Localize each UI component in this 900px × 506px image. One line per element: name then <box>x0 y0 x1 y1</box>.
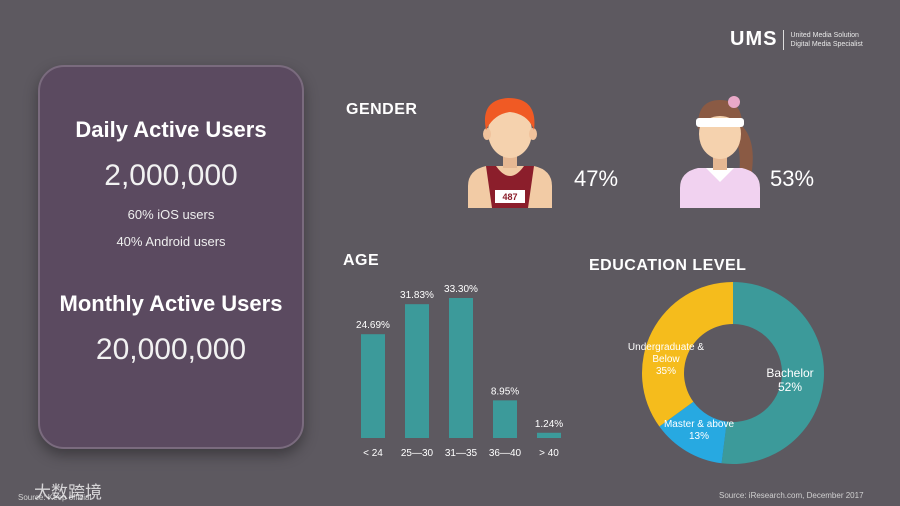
age-bar <box>405 304 429 438</box>
monthly-active-users-title: Monthly Active Users <box>59 291 283 316</box>
age-category-label: > 40 <box>539 448 559 459</box>
logo-line-2: Digital Media Specialist <box>790 40 863 48</box>
ums-logo: UMS United Media Solution Digital Media … <box>730 28 863 51</box>
android-share: 40% Android users <box>116 234 226 249</box>
logo-tagline: United Media Solution Digital Media Spec… <box>790 31 862 49</box>
active-users-card: Daily Active Users 2,000,000 60% iOS use… <box>38 65 304 449</box>
source-credit: Source: iResearch.com, December 2017 <box>719 491 864 500</box>
daily-active-users-title: Daily Active Users <box>75 117 267 142</box>
age-bar <box>537 432 561 438</box>
age-category-label: 31—35 <box>445 448 478 459</box>
logo-divider <box>783 29 785 50</box>
education-slice-name: Bachelor <box>766 366 813 380</box>
age-title: AGE <box>343 252 380 269</box>
ios-share: 60% iOS users <box>127 207 215 222</box>
gender-title: GENDER <box>346 101 418 118</box>
age-bar-chart: 24.69% < 24 31.83% 25—30 33.30% 31—35 8.95% 36—… <box>356 284 563 459</box>
education-slice-percent: 52% <box>778 380 802 394</box>
daily-active-users-value: 2,000,000 <box>104 159 238 192</box>
logo-line-1: United Media Solution <box>790 31 859 39</box>
education-title: EDUCATION LEVEL <box>589 257 747 274</box>
bib-number: 487 <box>502 192 517 202</box>
logo-mark: UMS <box>730 28 778 50</box>
source-credit-left: Source: Keep official <box>18 493 92 502</box>
watermark-text: 大数跨境 <box>34 483 102 502</box>
education-slice-name: Master & above <box>664 419 734 430</box>
male-runner-icon: 487 <box>468 98 552 208</box>
age-category-label: 25—30 <box>401 448 434 459</box>
female-runner-icon <box>680 96 760 208</box>
age-bar-value-label: 8.95% <box>491 386 519 397</box>
age-category-label: < 24 <box>363 448 383 459</box>
education-slice <box>642 282 733 427</box>
education-slice <box>721 282 824 464</box>
age-bar <box>361 334 385 438</box>
education-slice <box>659 401 727 464</box>
age-bar-value-label: 1.24% <box>535 419 563 430</box>
education-slice-percent: 13% <box>689 431 709 442</box>
watermark: 大数跨境 <box>6 478 102 503</box>
monthly-active-users-value: 20,000,000 <box>95 333 247 366</box>
age-bar <box>493 400 517 438</box>
age-bar-value-label: 24.69% <box>356 320 390 331</box>
education-slice-percent: 35% <box>656 366 676 377</box>
female-percentage: 53% <box>770 166 815 191</box>
age-bar-value-label: 31.83% <box>400 290 434 301</box>
age-bar-value-label: 33.30% <box>444 284 478 295</box>
age-category-label: 36—40 <box>489 448 522 459</box>
education-slice-name: Undergraduate & Below <box>628 342 704 365</box>
age-bar <box>449 298 473 438</box>
male-percentage: 47% <box>574 166 619 191</box>
